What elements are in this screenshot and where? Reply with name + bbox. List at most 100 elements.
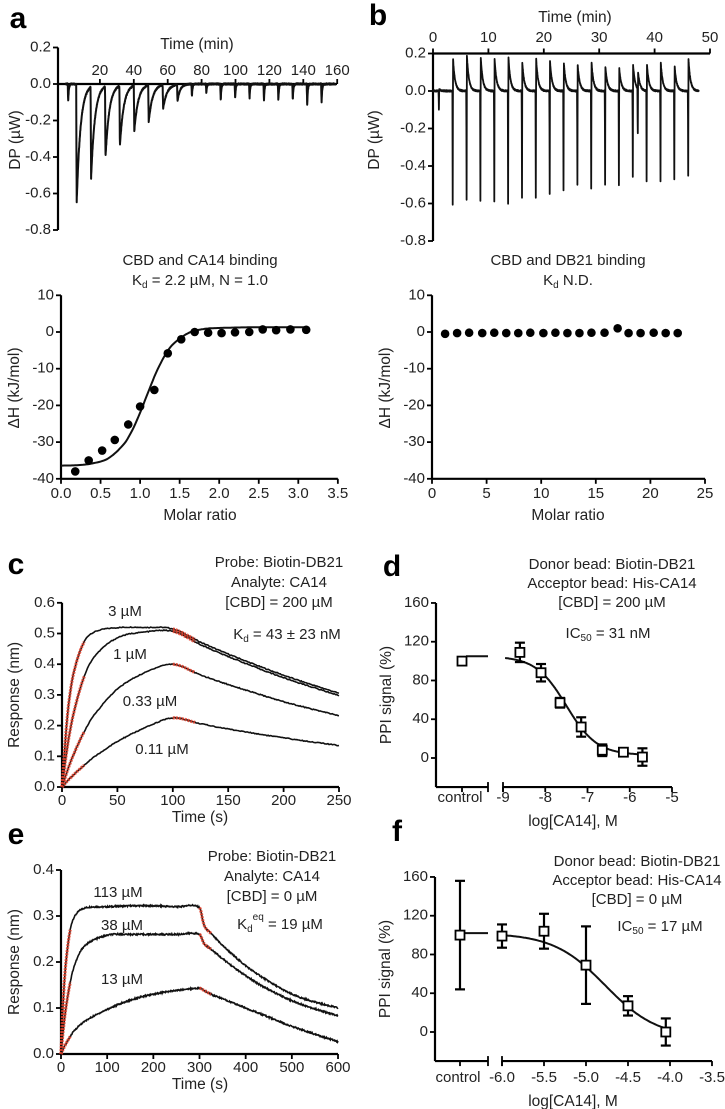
annotation-line: [CBD] = 200 µM [225, 594, 332, 611]
x-tick-label: 120 [257, 62, 282, 79]
label-main: K [543, 272, 553, 289]
y-tick-label: -30 [32, 433, 54, 450]
x-tick-label: 20 [642, 485, 659, 502]
y-tick-label: 0.0 [33, 1045, 54, 1062]
label-main: IC [566, 625, 581, 642]
label-subscript: 50 [632, 926, 644, 937]
y-tick-label: 10 [37, 286, 54, 303]
label-rest: = 19 µM [264, 916, 323, 933]
x-tick-label: 100 [95, 1059, 120, 1076]
control-tick-label: control [435, 1069, 480, 1086]
label-rest: = 31 nM [592, 625, 651, 642]
fit-overlay [60, 730, 86, 788]
fit-overlay [59, 981, 72, 1055]
y-tick-label: 0.4 [33, 861, 54, 878]
label-main: K [233, 626, 243, 643]
y-tick-label: 0 [46, 323, 54, 340]
data-point [286, 325, 295, 334]
label-subscript: d [243, 634, 249, 645]
data-point [176, 335, 186, 344]
label-subscript: d [142, 280, 148, 291]
panel-label-f: f [392, 815, 403, 848]
x-tick-label: 250 [326, 792, 351, 809]
y-axis-title: ΔH (kJ/mol) [6, 348, 23, 429]
annotation-line: [CBD] = 0 µM [592, 891, 683, 908]
x-tick-label: -5.0 [573, 1069, 599, 1086]
fit-overlay [60, 641, 86, 788]
x-tick-label: 150 [216, 792, 241, 809]
data-point [525, 328, 535, 338]
label-rest: = 2.2 µM, N = 1.0 [148, 272, 268, 289]
y-tick-label: 0.2 [30, 38, 51, 55]
data-point [464, 328, 474, 338]
data-point [660, 1026, 672, 1038]
sensorgram-0 [61, 625, 340, 788]
sensorgram-1 [60, 931, 339, 1055]
x-axis-title: Molar ratio [531, 507, 604, 524]
data-point [452, 328, 462, 338]
fit-overlay [172, 716, 196, 724]
x-tick-label: 400 [233, 1059, 258, 1076]
concentration-label: 0.33 µM [123, 693, 178, 710]
panel-label-a: a [10, 2, 27, 35]
annotation-line: Probe: Biotin-DB21 [208, 848, 336, 865]
data-point [501, 328, 511, 338]
label-rest: = 43 ± 23 nM [249, 626, 341, 643]
kd-label: Kdeq = 19 µM [237, 912, 323, 935]
data-point [580, 959, 592, 971]
y-tick-label: 80 [411, 945, 428, 962]
data-point [110, 435, 120, 445]
x-tick-label: 20 [535, 29, 552, 46]
data-point [440, 329, 450, 339]
y-tick-label: 120 [403, 907, 428, 924]
fit-overlay [198, 933, 212, 951]
annotation-line: Acceptor bead: His-CA14 [527, 575, 696, 592]
sensorgram-3 [61, 716, 340, 788]
y-tick-label: 0 [420, 1023, 428, 1040]
data-point [301, 325, 311, 335]
sensorgram-2 [61, 663, 340, 788]
data-point [190, 327, 199, 337]
concentration-label: 38 µM [101, 917, 143, 934]
data-point [489, 328, 499, 338]
y-tick-label: 0.6 [34, 594, 55, 611]
x-tick-label: 2.0 [209, 485, 230, 502]
x-tick-label: 0 [58, 792, 66, 809]
x-tick-label: 1.0 [130, 485, 151, 502]
x-tick-label: 3.5 [327, 485, 348, 502]
data-point [514, 646, 526, 658]
data-point [150, 385, 159, 395]
y-tick-label: 80 [412, 671, 429, 688]
concentration-label: 0.11 µM [135, 741, 188, 758]
x-tick-label: -5 [665, 789, 678, 806]
data-point [600, 328, 609, 338]
data-point [496, 930, 508, 942]
x-tick-label: 25 [697, 485, 714, 502]
annotation-line: [CBD] = 0 µM [227, 888, 318, 905]
fit-overlay [172, 662, 196, 675]
data-point [271, 325, 281, 335]
sensorgram-1 [61, 628, 340, 788]
x-axis-title: log[CA14], M [528, 1093, 618, 1109]
x-tick-label: 140 [291, 62, 316, 79]
x-tick-label: 10 [480, 29, 497, 46]
y-tick-label: 0.0 [30, 75, 51, 92]
x-tick-label: 15 [587, 485, 604, 502]
y-axis-title: DP (µW) [366, 110, 383, 169]
panel-label-c: c [8, 548, 25, 581]
y-tick-label: 0.2 [33, 953, 54, 970]
chart-title: CBD and DB21 binding [490, 252, 645, 269]
x-axis-title: log[CA14], M [528, 813, 618, 830]
x-tick-label: 100 [160, 792, 185, 809]
panel-label-d: d [383, 550, 401, 583]
data-point [244, 327, 254, 337]
x-tick-label: 0.0 [51, 485, 72, 502]
chart-subtitle: Kd N.D. [543, 272, 593, 291]
data-point [563, 328, 572, 338]
y-tick-label: -0.2 [400, 119, 426, 136]
y-tick-label: 0.0 [405, 82, 426, 99]
y-tick-label: -0.4 [400, 157, 426, 174]
data-point [513, 328, 523, 338]
data-point [84, 456, 93, 465]
